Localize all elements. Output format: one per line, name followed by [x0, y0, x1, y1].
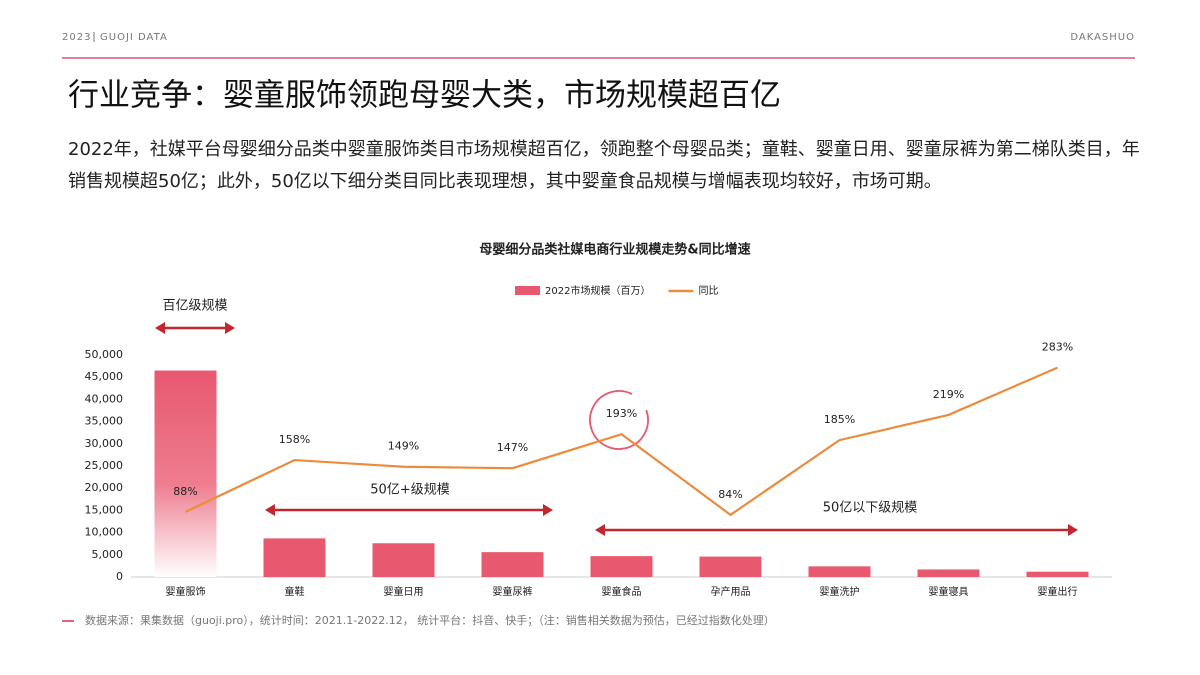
x-tick-label: 童鞋 — [285, 585, 305, 598]
x-tick-label: 婴童尿裤 — [493, 585, 533, 598]
bar — [372, 543, 435, 577]
bar — [481, 552, 544, 577]
y-tick-label: 40,000 — [85, 392, 124, 405]
bar — [154, 370, 217, 577]
chart-title: 母婴细分品类社媒电商行业规模走势&同比增速 — [479, 242, 750, 258]
data-label: 193% — [606, 407, 637, 420]
y-tick-label: 20,000 — [85, 481, 124, 494]
data-label: 147% — [497, 441, 528, 454]
x-tick-label: 婴童食品 — [602, 585, 642, 598]
x-tick-label: 婴童寝具 — [929, 585, 969, 598]
y-tick-label: 5,000 — [92, 548, 124, 561]
data-label: 185% — [824, 413, 855, 426]
data-label: 158% — [279, 433, 310, 446]
arrow-head — [155, 322, 235, 334]
description: 2022年，社媒平台母婴细分品类中婴童服饰类目市场规模超百亿，领跑整个母婴品类；… — [68, 139, 1140, 192]
author: DAKASHUO — [1070, 32, 1135, 43]
y-tick-label: 10,000 — [85, 526, 124, 539]
data-label: 283% — [1042, 341, 1073, 354]
highlight-circle — [589, 390, 649, 450]
bar — [1026, 571, 1089, 577]
y-tick-label: 0 — [116, 570, 123, 583]
year: 2023 — [62, 32, 91, 43]
x-tick-label: 婴童服饰 — [166, 585, 206, 598]
x-tick-label: 孕产用品 — [711, 585, 751, 598]
x-tick-label: 婴童出行 — [1038, 585, 1078, 598]
bar — [590, 556, 653, 577]
bar — [808, 566, 871, 577]
y-tick-label: 15,000 — [85, 503, 124, 516]
x-tick-label: 婴童日用 — [384, 585, 424, 598]
data-label: 88% — [173, 485, 197, 498]
y-tick-label: 45,000 — [85, 370, 124, 383]
bar — [917, 569, 980, 577]
annotation: 50亿以下级规模 — [823, 501, 918, 516]
data-label: 149% — [388, 440, 419, 453]
legend-swatch — [515, 286, 540, 295]
source: 数据来源：果集数据（guoji.pro），统计时间：2021.1-2022.12… — [85, 613, 775, 627]
page-title: 行业竞争：婴童服饰领跑母婴大类，市场规模超百亿 — [68, 78, 781, 114]
data-label: 219% — [933, 388, 964, 401]
bar — [263, 538, 326, 577]
legend-label: 同比 — [698, 285, 718, 297]
bar — [699, 556, 762, 577]
data-label: 84% — [718, 488, 742, 501]
annotation: 50亿+级规模 — [370, 483, 449, 498]
y-tick-label: 50,000 — [85, 348, 124, 361]
brand: GUOJI DATA — [100, 32, 168, 43]
annotation: 百亿级规模 — [162, 299, 227, 314]
line — [185, 366, 1058, 517]
y-tick-label: 30,000 — [85, 437, 124, 450]
legend-label: 2022市场规模（百万） — [545, 284, 650, 297]
x-tick-label: 婴童洗护 — [820, 585, 860, 598]
y-tick-label: 25,000 — [85, 459, 124, 472]
y-tick-label: 35,000 — [85, 415, 124, 428]
